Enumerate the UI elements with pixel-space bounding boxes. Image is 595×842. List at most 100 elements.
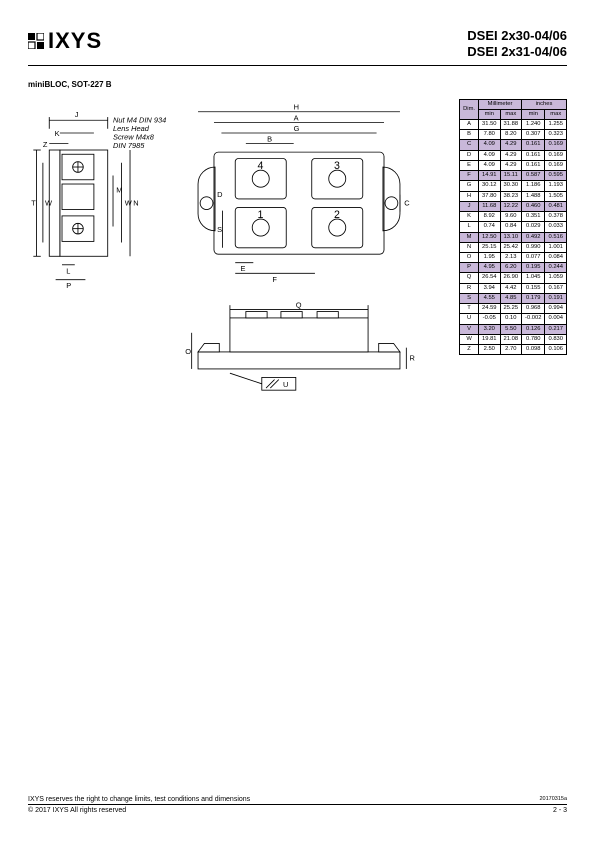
cell: T bbox=[460, 304, 479, 314]
table-row: O1.952.130.0770.084 bbox=[460, 253, 567, 263]
cell: 0.10 bbox=[500, 314, 522, 324]
logo-text: IXYS bbox=[48, 28, 102, 54]
cell: 0.161 bbox=[522, 140, 545, 150]
cell: 21.08 bbox=[500, 334, 522, 344]
table-row: E4.094.290.1610.169 bbox=[460, 160, 567, 170]
cell: 0.323 bbox=[545, 130, 567, 140]
svg-text:D: D bbox=[217, 189, 222, 198]
footer-page: 2 - 3 bbox=[553, 807, 567, 814]
cell: 0.033 bbox=[545, 222, 567, 232]
cell: 37.80 bbox=[479, 191, 501, 201]
cell: 30.12 bbox=[479, 181, 501, 191]
table-row: T24.5925.250.9680.994 bbox=[460, 304, 567, 314]
cell: S bbox=[460, 293, 479, 303]
cell: 25.15 bbox=[479, 242, 501, 252]
svg-text:S: S bbox=[217, 224, 222, 233]
cell: 38.23 bbox=[500, 191, 522, 201]
cell: 0.307 bbox=[522, 130, 545, 140]
table-row: W19.8121.080.7800.830 bbox=[460, 334, 567, 344]
table-row: K8.929.600.3510.378 bbox=[460, 212, 567, 222]
svg-text:O: O bbox=[185, 347, 191, 356]
cell: 1.255 bbox=[545, 119, 567, 129]
cell: 3.20 bbox=[479, 324, 501, 334]
cell: 0.84 bbox=[500, 222, 522, 232]
cell: 4.85 bbox=[500, 293, 522, 303]
cell: 6.20 bbox=[500, 263, 522, 273]
svg-text:E: E bbox=[241, 264, 246, 273]
cell: 4.95 bbox=[479, 263, 501, 273]
cell: N bbox=[460, 242, 479, 252]
cell: 5.50 bbox=[500, 324, 522, 334]
logo: IXYS bbox=[28, 28, 102, 54]
cell: D bbox=[460, 150, 479, 160]
top-view: H A G B 4 bbox=[198, 102, 410, 283]
cell: 8.92 bbox=[479, 212, 501, 222]
cell: 0.126 bbox=[522, 324, 545, 334]
svg-text:R: R bbox=[410, 353, 416, 362]
svg-text:W: W bbox=[45, 198, 52, 207]
cell: 0.587 bbox=[522, 171, 545, 181]
cell: 0.460 bbox=[522, 201, 545, 211]
svg-text:L: L bbox=[66, 266, 70, 275]
cell: 4.09 bbox=[479, 160, 501, 170]
cell: 14.91 bbox=[479, 171, 501, 181]
cell: 0.244 bbox=[545, 263, 567, 273]
cell: 0.161 bbox=[522, 150, 545, 160]
cell: 0.516 bbox=[545, 232, 567, 242]
cell: 2.70 bbox=[500, 345, 522, 355]
cell: 4.55 bbox=[479, 293, 501, 303]
cell: 0.004 bbox=[545, 314, 567, 324]
part-number-2: DSEI 2x31-04/06 bbox=[467, 44, 567, 60]
table-row: G30.1230.301.1861.193 bbox=[460, 181, 567, 191]
cell: 0.106 bbox=[545, 345, 567, 355]
cell: 1.505 bbox=[545, 191, 567, 201]
col-mm: Millimeter bbox=[479, 99, 522, 109]
cell: P bbox=[460, 263, 479, 273]
table-row: Q26.5426.901.0451.059 bbox=[460, 273, 567, 283]
cell: Z bbox=[460, 345, 479, 355]
cell: 4.29 bbox=[500, 140, 522, 150]
cell: 0.155 bbox=[522, 283, 545, 293]
cell: -0.002 bbox=[522, 314, 545, 324]
table-row: P4.956.200.1950.244 bbox=[460, 263, 567, 273]
content-row: J K Z Nut M4 DIN 934 Lens Head Screw M4x… bbox=[28, 99, 567, 423]
cell: 0.74 bbox=[479, 222, 501, 232]
table-row: D4.094.290.1610.169 bbox=[460, 150, 567, 160]
cell: 0.169 bbox=[545, 140, 567, 150]
cell: 0.595 bbox=[545, 171, 567, 181]
cell: 0.191 bbox=[545, 293, 567, 303]
cell: Q bbox=[460, 273, 479, 283]
cell: C bbox=[460, 140, 479, 150]
table-row: B7.808.200.3070.323 bbox=[460, 130, 567, 140]
svg-text:T: T bbox=[31, 198, 36, 207]
cell: 30.30 bbox=[500, 181, 522, 191]
cell: 25.42 bbox=[500, 242, 522, 252]
svg-text:W: W bbox=[125, 198, 132, 207]
col-in: inches bbox=[522, 99, 567, 109]
col-in-min: min bbox=[522, 109, 545, 119]
cell: 4.42 bbox=[500, 283, 522, 293]
cell: 4.29 bbox=[500, 150, 522, 160]
svg-text:C: C bbox=[404, 198, 410, 207]
svg-text:DIN 7985: DIN 7985 bbox=[113, 140, 145, 149]
cell: 19.81 bbox=[479, 334, 501, 344]
cell: 24.59 bbox=[479, 304, 501, 314]
svg-text:B: B bbox=[267, 134, 272, 143]
cell: O bbox=[460, 253, 479, 263]
cell: 0.167 bbox=[545, 283, 567, 293]
cell: 0.968 bbox=[522, 304, 545, 314]
part-numbers: DSEI 2x30-04/06 DSEI 2x31-04/06 bbox=[467, 28, 567, 61]
cell: J bbox=[460, 201, 479, 211]
cell: M bbox=[460, 232, 479, 242]
svg-text:F: F bbox=[272, 274, 277, 283]
drawing-svg: J K Z Nut M4 DIN 934 Lens Head Screw M4x… bbox=[28, 99, 453, 418]
cell: 15.11 bbox=[500, 171, 522, 181]
col-mm-min: min bbox=[479, 109, 501, 119]
cell: 0.217 bbox=[545, 324, 567, 334]
cell: 25.25 bbox=[500, 304, 522, 314]
mechanical-drawings: J K Z Nut M4 DIN 934 Lens Head Screw M4x… bbox=[28, 99, 453, 423]
svg-text:N: N bbox=[133, 198, 138, 207]
cell: 0.351 bbox=[522, 212, 545, 222]
cell: 1.193 bbox=[545, 181, 567, 191]
page-content: IXYS DSEI 2x30-04/06 DSEI 2x31-04/06 min… bbox=[28, 28, 567, 814]
